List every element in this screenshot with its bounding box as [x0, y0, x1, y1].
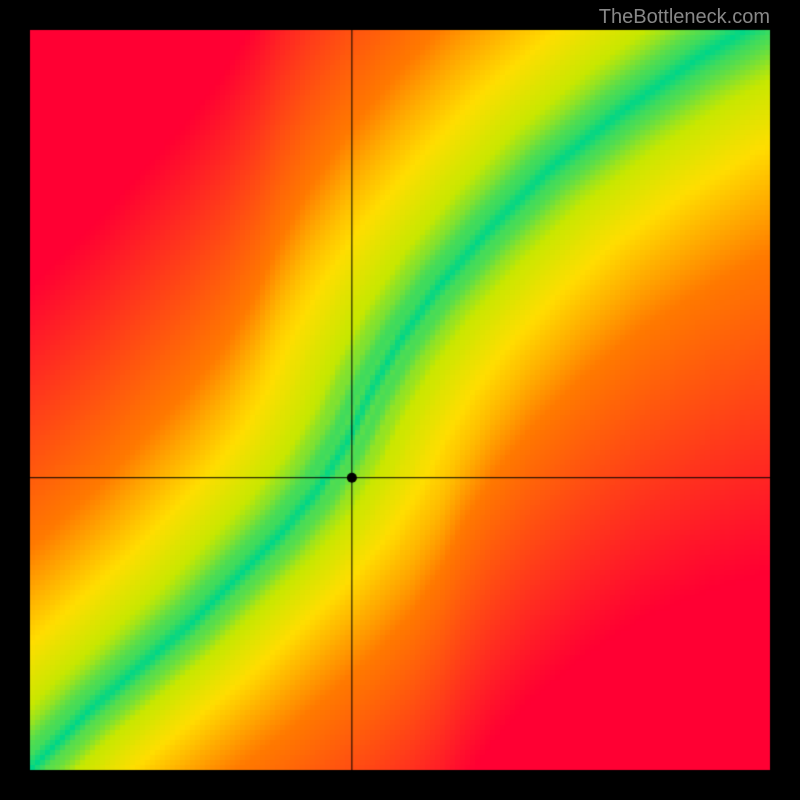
watermark-text: TheBottleneck.com	[599, 6, 770, 29]
bottleneck-heatmap	[0, 0, 800, 800]
